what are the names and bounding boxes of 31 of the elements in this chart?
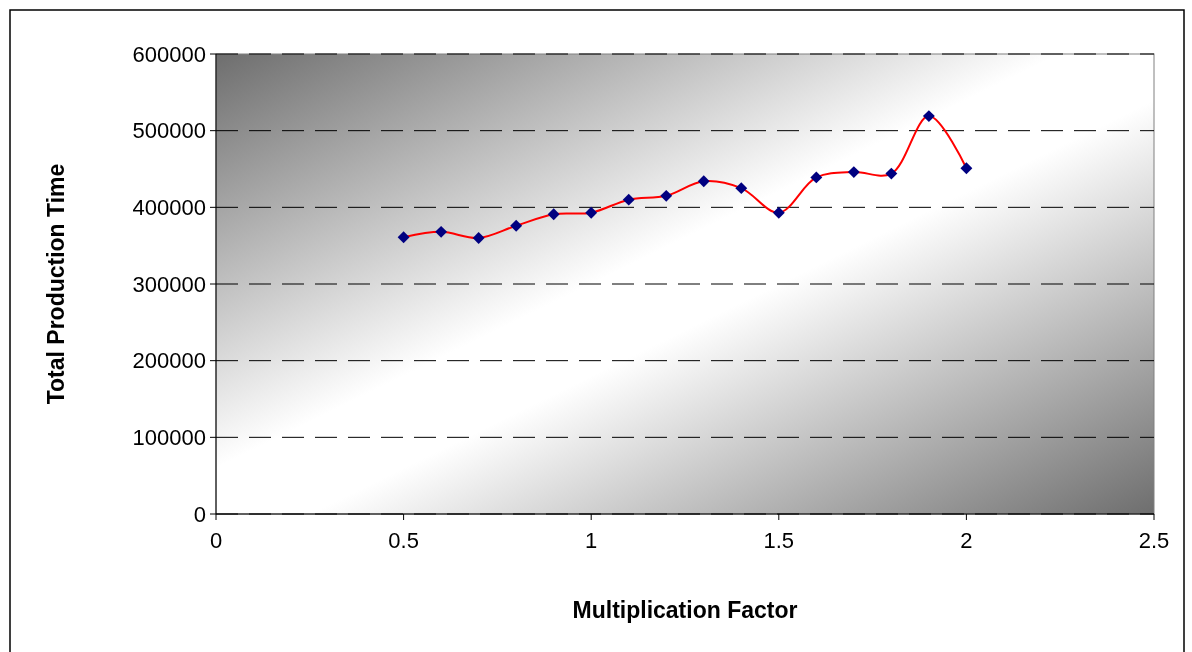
point <box>397 231 410 244</box>
point <box>772 206 785 219</box>
x-tick-label: 0.5 <box>388 528 419 553</box>
point <box>660 189 673 202</box>
y-tick-label: 200000 <box>132 348 206 374</box>
point <box>435 225 448 238</box>
x-tick-label: 2 <box>960 528 973 553</box>
point <box>472 232 485 244</box>
y-tick-label: 300000 <box>132 271 206 297</box>
point <box>622 193 635 206</box>
point <box>547 208 560 221</box>
x-tick-label: 2.5 <box>1138 528 1170 553</box>
point <box>960 162 973 175</box>
y-tick-label: 100000 <box>132 425 206 451</box>
point <box>735 182 748 195</box>
point <box>697 175 710 188</box>
y-axis-title: Total Production Time <box>43 163 69 405</box>
point <box>810 171 823 184</box>
y-tick-label: 0 <box>193 501 206 527</box>
point <box>922 110 935 123</box>
x-tick-label: 1.5 <box>763 528 795 553</box>
y-tick-label: 500000 <box>132 118 206 144</box>
x-tick-label: 0 <box>209 528 223 553</box>
point <box>885 167 898 180</box>
point <box>510 219 523 232</box>
x-tick-label: 1 <box>585 528 598 553</box>
y-tick-label: 400000 <box>132 195 206 221</box>
point <box>847 166 860 179</box>
point <box>585 206 598 219</box>
y-tick-label: 600000 <box>132 41 206 67</box>
x-axis-title: Multiplication Factor <box>572 597 798 623</box>
